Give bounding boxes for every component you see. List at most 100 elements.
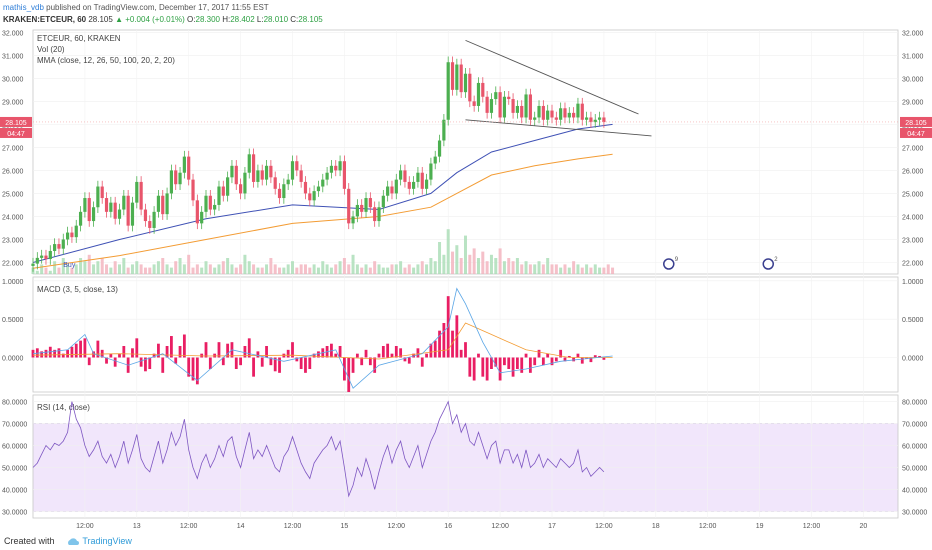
- tradingview-brand[interactable]: TradingView: [66, 532, 132, 550]
- candle-body: [217, 186, 221, 205]
- last-price: 28.105: [88, 15, 113, 24]
- macd-histogram-bar: [394, 346, 398, 358]
- candle-body: [416, 172, 420, 182]
- volume-bar: [79, 258, 83, 274]
- macd-histogram-bar: [451, 330, 454, 358]
- macd-histogram-bar: [360, 357, 364, 366]
- macd-histogram-bar: [407, 357, 411, 364]
- candle-body: [394, 179, 398, 194]
- macd-histogram-bar: [291, 342, 294, 358]
- candle-body: [550, 110, 554, 118]
- volume-bar: [403, 267, 407, 274]
- candle-body: [420, 172, 424, 189]
- volume-bar: [585, 264, 589, 274]
- macd-histogram-bar: [351, 357, 355, 373]
- author-link[interactable]: mathis_vdb: [3, 3, 44, 12]
- y-tick-right: 80.0000: [902, 400, 927, 407]
- macd-histogram-bar: [256, 351, 260, 358]
- y-tick-left: 80.0000: [2, 400, 27, 407]
- macd-histogram-bar: [438, 330, 441, 358]
- volume-bar: [109, 267, 113, 274]
- volume-bar: [217, 264, 221, 274]
- last-price-tag: [900, 116, 932, 127]
- volume-bar: [61, 258, 65, 274]
- y-tick-left: 0.5000: [2, 317, 24, 324]
- candle-body: [243, 172, 247, 194]
- candle-body: [476, 82, 481, 106]
- volume-bar: [165, 264, 169, 274]
- macd-histogram-bar: [191, 357, 195, 381]
- volume-bar: [347, 264, 351, 274]
- volume-bar: [122, 258, 126, 274]
- volume-bar: [139, 264, 143, 274]
- macd-histogram-bar: [79, 340, 82, 358]
- candle-body: [498, 92, 502, 118]
- volume-bar: [416, 264, 420, 274]
- candle-body: [66, 232, 70, 240]
- event-icon: [762, 258, 774, 270]
- macd-histogram-bar: [503, 357, 506, 366]
- y-tick-left: 1.0000: [2, 279, 24, 286]
- volume-bar: [520, 264, 524, 274]
- candle-body: [433, 156, 437, 164]
- volume-bar: [70, 267, 74, 274]
- y-tick-right: 70.0000: [902, 422, 927, 429]
- price-legend-item: MMA (close, 12, 26, 50, 100, 20, 2, 20): [37, 56, 175, 65]
- macd-histogram-bar: [572, 357, 576, 362]
- last-price-tag-text: 28.105: [5, 120, 27, 127]
- macd-histogram-bar: [433, 340, 437, 358]
- volume-bar: [316, 267, 320, 274]
- macd-histogram-bar: [273, 357, 277, 372]
- candle-body: [152, 211, 156, 228]
- macd-histogram-bar: [260, 357, 264, 367]
- volume-bar: [524, 261, 528, 274]
- volume-bar: [368, 267, 372, 274]
- candle-body: [437, 140, 442, 157]
- macd-histogram-bar: [598, 355, 601, 358]
- macd-histogram-bar: [520, 357, 524, 373]
- candle-body: [290, 161, 295, 180]
- candle-body: [472, 101, 476, 106]
- macd-histogram-bar: [338, 346, 342, 358]
- candle-body: [520, 105, 524, 118]
- candle-body: [204, 195, 208, 212]
- macd-histogram-bar: [57, 348, 61, 358]
- candle-body: [230, 165, 234, 178]
- rsi-line: [32, 400, 605, 498]
- volume-bar: [130, 264, 134, 274]
- countdown-tag: [900, 127, 932, 138]
- volume-bar: [494, 258, 498, 274]
- candle-body: [130, 202, 135, 226]
- y-tick-right: 40.0000: [902, 487, 927, 494]
- candle-body: [195, 200, 199, 224]
- volume-bar: [355, 264, 359, 274]
- volume-bar: [66, 264, 70, 274]
- macd-histogram-bar: [576, 353, 580, 358]
- volume-bar: [182, 264, 186, 274]
- volume-bar: [572, 261, 576, 274]
- candle-body: [368, 198, 372, 208]
- macd-histogram-bar: [304, 357, 307, 373]
- macd-histogram-bar: [170, 336, 173, 358]
- macd-histogram-bar: [308, 357, 312, 369]
- volume-bar: [35, 270, 39, 274]
- candle-body: [239, 184, 243, 194]
- volume-bar: [135, 261, 139, 274]
- candle-body: [264, 165, 269, 180]
- last-price-tag: [0, 116, 32, 127]
- volume-bar: [563, 264, 567, 274]
- candle-body: [143, 209, 148, 222]
- x-tick-label: 18: [652, 523, 660, 530]
- candle-body: [31, 263, 35, 266]
- chart-canvas[interactable]: 32.000 32.000 31.000 31.000 30.000 30.000 29.0…: [0, 28, 932, 532]
- event-icon-count: 9: [675, 257, 679, 263]
- volume-bar: [178, 258, 182, 274]
- volume-bar: [291, 261, 294, 274]
- macd-histogram-bar: [234, 357, 238, 369]
- countdown-tag-text: 04:47: [907, 131, 925, 138]
- publish-line: mathis_vdb published on TradingView.com,…: [3, 2, 269, 13]
- candle-body: [589, 117, 593, 123]
- candle-body: [83, 198, 87, 212]
- candle-body: [403, 170, 407, 182]
- volume-bar: [148, 267, 152, 274]
